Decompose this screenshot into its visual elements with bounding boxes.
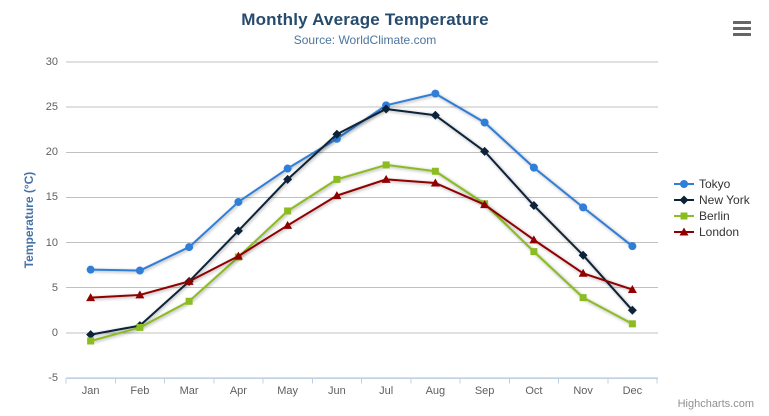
legend-marker-shape bbox=[680, 212, 688, 220]
point-new-york-aug[interactable] bbox=[430, 110, 440, 120]
point-new-york-oct[interactable] bbox=[529, 201, 539, 211]
point-london-dec[interactable] bbox=[627, 285, 637, 294]
point-berlin-nov[interactable] bbox=[579, 294, 587, 302]
x-axis-label-jul: Jul bbox=[379, 385, 394, 397]
point-london-may[interactable] bbox=[283, 220, 293, 229]
point-berlin-mar[interactable] bbox=[185, 297, 193, 305]
point-new-york-apr[interactable] bbox=[233, 226, 243, 236]
point-new-york-jul[interactable] bbox=[381, 104, 391, 114]
point-berlin-jun[interactable] bbox=[333, 175, 341, 183]
x-axis-label-nov: Nov bbox=[573, 385, 593, 397]
point-berlin-jan[interactable] bbox=[87, 337, 95, 345]
x-axis-label-oct: Oct bbox=[525, 385, 543, 397]
point-new-york-may[interactable] bbox=[283, 174, 293, 184]
legend-marker-shape bbox=[680, 180, 688, 188]
x-axis-label-dec: Dec bbox=[622, 385, 643, 397]
legend-label: New York bbox=[699, 193, 750, 207]
series-tokyo bbox=[86, 89, 637, 275]
point-london-sep[interactable] bbox=[480, 200, 490, 209]
point-berlin-oct[interactable] bbox=[530, 248, 538, 256]
point-tokyo-apr[interactable] bbox=[234, 197, 243, 206]
series-line-berlin bbox=[89, 163, 634, 342]
point-berlin-aug[interactable] bbox=[431, 167, 439, 175]
y-axis-label: -5 bbox=[48, 372, 58, 384]
point-new-york-dec[interactable] bbox=[627, 305, 637, 315]
series-line-tokyo bbox=[89, 92, 634, 272]
hamburger-icon bbox=[733, 33, 751, 36]
point-berlin-jul[interactable] bbox=[382, 161, 390, 169]
y-axis-label: 10 bbox=[45, 236, 58, 249]
point-new-york-sep[interactable] bbox=[480, 146, 490, 156]
highcharts-credit[interactable]: Highcharts.com bbox=[677, 398, 754, 410]
hamburger-icon bbox=[733, 27, 751, 30]
y-axis-label: 25 bbox=[45, 101, 58, 114]
point-new-york-jun[interactable] bbox=[332, 129, 342, 139]
point-tokyo-aug[interactable] bbox=[431, 89, 440, 98]
point-tokyo-oct[interactable] bbox=[529, 163, 538, 172]
y-axis-label: 15 bbox=[45, 191, 58, 204]
y-axis-label: 20 bbox=[45, 146, 58, 159]
point-berlin-may[interactable] bbox=[284, 207, 292, 215]
series-line-london bbox=[89, 178, 634, 299]
point-tokyo-jan[interactable] bbox=[86, 265, 95, 274]
legend-marker-square-icon bbox=[674, 212, 694, 220]
x-axis bbox=[65, 378, 658, 384]
point-berlin-feb[interactable] bbox=[136, 323, 144, 331]
point-london-aug[interactable] bbox=[430, 178, 440, 187]
x-axis-label-jan: Jan bbox=[81, 385, 100, 397]
y-axis-label: 30 bbox=[45, 56, 58, 68]
point-london-jan[interactable] bbox=[86, 293, 96, 302]
point-new-york-jan[interactable] bbox=[86, 330, 96, 340]
x-axis-label-may: May bbox=[277, 385, 299, 397]
hamburger-icon bbox=[733, 21, 751, 24]
legend-label: London bbox=[699, 225, 740, 239]
point-new-york-nov[interactable] bbox=[578, 250, 588, 260]
point-tokyo-dec[interactable] bbox=[628, 242, 637, 251]
legend-item-new-york[interactable]: New York bbox=[674, 192, 750, 208]
point-london-nov[interactable] bbox=[578, 268, 588, 277]
series-new-york bbox=[86, 104, 637, 340]
x-axis-label-mar: Mar bbox=[179, 385, 199, 397]
gridlines bbox=[66, 61, 658, 379]
point-london-mar[interactable] bbox=[184, 276, 194, 285]
legend-label: Berlin bbox=[699, 209, 730, 223]
x-axis-label-apr: Apr bbox=[229, 385, 247, 397]
legend-marker-triangle-icon bbox=[674, 227, 694, 236]
point-london-apr[interactable] bbox=[233, 251, 243, 260]
export-menu-button[interactable] bbox=[733, 21, 753, 36]
point-london-feb[interactable] bbox=[135, 290, 145, 299]
point-tokyo-mar[interactable] bbox=[185, 243, 194, 252]
x-axis-label-jun: Jun bbox=[328, 385, 346, 397]
point-tokyo-feb[interactable] bbox=[135, 266, 144, 275]
legend-marker-circle-icon bbox=[674, 180, 694, 188]
series-london bbox=[86, 174, 637, 302]
y-axis-label: 5 bbox=[51, 281, 58, 294]
y-axis-label: 0 bbox=[51, 326, 58, 339]
y-axis-title: Temperature (°C) bbox=[22, 171, 36, 269]
legend-item-tokyo[interactable]: Tokyo bbox=[674, 176, 750, 192]
legend-marker-shape bbox=[679, 227, 689, 236]
point-london-oct[interactable] bbox=[529, 235, 539, 244]
point-berlin-dec[interactable] bbox=[628, 320, 636, 328]
x-axis-label-sep: Sep bbox=[474, 385, 495, 397]
point-tokyo-sep[interactable] bbox=[480, 118, 489, 127]
point-london-jun[interactable] bbox=[332, 191, 342, 200]
legend-marker-shape bbox=[679, 195, 689, 205]
x-axis-label-feb: Feb bbox=[130, 385, 150, 397]
x-axis-label-aug: Aug bbox=[425, 385, 446, 397]
point-london-jul[interactable] bbox=[381, 174, 391, 183]
legend: Tokyo New York Berlin London bbox=[674, 176, 750, 240]
point-tokyo-may[interactable] bbox=[283, 164, 292, 173]
legend-item-berlin[interactable]: Berlin bbox=[674, 208, 750, 224]
chart-title: Monthly Average Temperature bbox=[241, 10, 489, 29]
legend-label: Tokyo bbox=[699, 177, 731, 191]
legend-item-london[interactable]: London bbox=[674, 224, 750, 240]
series-line-new-york bbox=[89, 107, 634, 336]
point-tokyo-nov[interactable] bbox=[579, 203, 588, 212]
legend-marker-diamond-icon bbox=[674, 195, 694, 205]
chart-subtitle: Source: WorldClimate.com bbox=[293, 33, 437, 47]
